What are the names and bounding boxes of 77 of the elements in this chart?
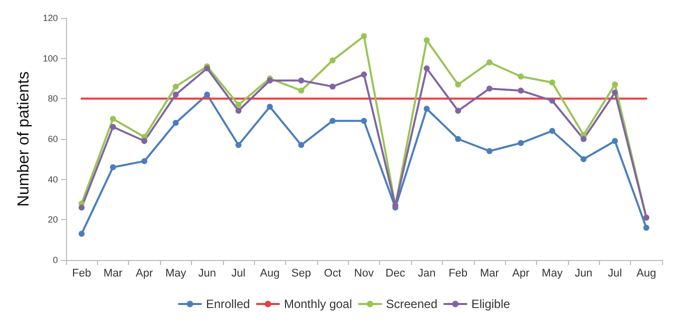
point — [455, 82, 462, 88]
point — [643, 224, 650, 231]
x-tick-label: Mar — [480, 268, 500, 280]
x-tick-label: Jul — [608, 268, 622, 280]
x-tick-label: Jan — [418, 268, 436, 280]
point — [424, 106, 430, 112]
point — [612, 138, 618, 144]
point — [549, 80, 556, 86]
point — [110, 116, 116, 122]
point — [110, 124, 116, 130]
x-tick-label: May — [165, 268, 187, 280]
x-tick-label: Jun — [198, 268, 216, 280]
point — [549, 98, 556, 104]
x-tick-label: Aug — [636, 268, 656, 280]
legend-label: Enrolled — [206, 297, 250, 311]
point — [549, 128, 556, 134]
y-tick-label: 80 — [48, 94, 58, 104]
point — [518, 73, 524, 80]
point — [141, 138, 148, 144]
point — [204, 92, 210, 98]
point — [172, 120, 179, 126]
y-tick-label: 100 — [42, 53, 58, 64]
x-tick-label: Sep — [291, 268, 311, 280]
point — [455, 136, 462, 142]
point — [78, 230, 85, 237]
y-tick-label: 60 — [48, 134, 58, 144]
point — [330, 118, 336, 124]
point — [172, 92, 179, 98]
point — [518, 140, 524, 146]
y-tick-label: 40 — [48, 174, 58, 184]
x-tick-label: Oct — [324, 268, 342, 280]
point — [266, 104, 273, 110]
x-tick-label: Feb — [448, 268, 468, 280]
point — [235, 102, 242, 108]
point — [298, 88, 304, 94]
point — [486, 148, 492, 154]
point — [455, 108, 462, 114]
point — [172, 84, 179, 90]
x-tick-label: May — [542, 268, 564, 280]
point — [78, 204, 85, 211]
x-tick-label: Apr — [136, 268, 154, 280]
point — [298, 78, 304, 84]
y-axis-title: Number of patients — [16, 71, 32, 207]
point — [360, 118, 367, 124]
point — [612, 82, 618, 88]
point — [360, 33, 367, 40]
point — [235, 142, 242, 148]
point — [298, 142, 304, 148]
point — [518, 88, 524, 94]
x-tick-label: Jun — [574, 268, 592, 280]
point — [330, 57, 336, 64]
x-tick-label: Apr — [512, 268, 530, 280]
y-tick-label: 120 — [42, 13, 58, 23]
point — [486, 86, 492, 92]
point — [266, 78, 273, 84]
point — [424, 65, 430, 72]
point — [580, 156, 587, 162]
y-tick-label: 0 — [52, 255, 58, 265]
point — [110, 164, 116, 170]
x-tick-label: Jul — [231, 268, 246, 280]
point — [486, 59, 492, 66]
point — [424, 37, 430, 44]
point — [612, 90, 618, 96]
x-tick-label: Mar — [104, 268, 123, 280]
legend-label: Monthly goal — [284, 297, 352, 311]
legend-label: Screened — [386, 297, 438, 311]
x-tick-label: Dec — [386, 268, 406, 280]
x-tick-label: Aug — [260, 268, 280, 280]
point — [580, 136, 587, 142]
legend-label: Eligible — [471, 297, 510, 311]
point — [141, 158, 148, 164]
y-tick-label: 20 — [48, 214, 58, 225]
point — [235, 108, 242, 114]
x-tick-label: Nov — [354, 268, 374, 280]
point — [360, 71, 367, 78]
x-tick-label: Feb — [72, 268, 92, 280]
point — [330, 84, 336, 90]
